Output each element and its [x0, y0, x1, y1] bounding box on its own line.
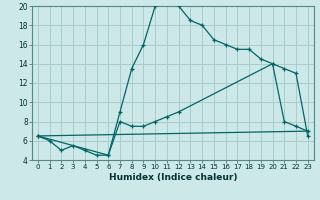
X-axis label: Humidex (Indice chaleur): Humidex (Indice chaleur): [108, 173, 237, 182]
